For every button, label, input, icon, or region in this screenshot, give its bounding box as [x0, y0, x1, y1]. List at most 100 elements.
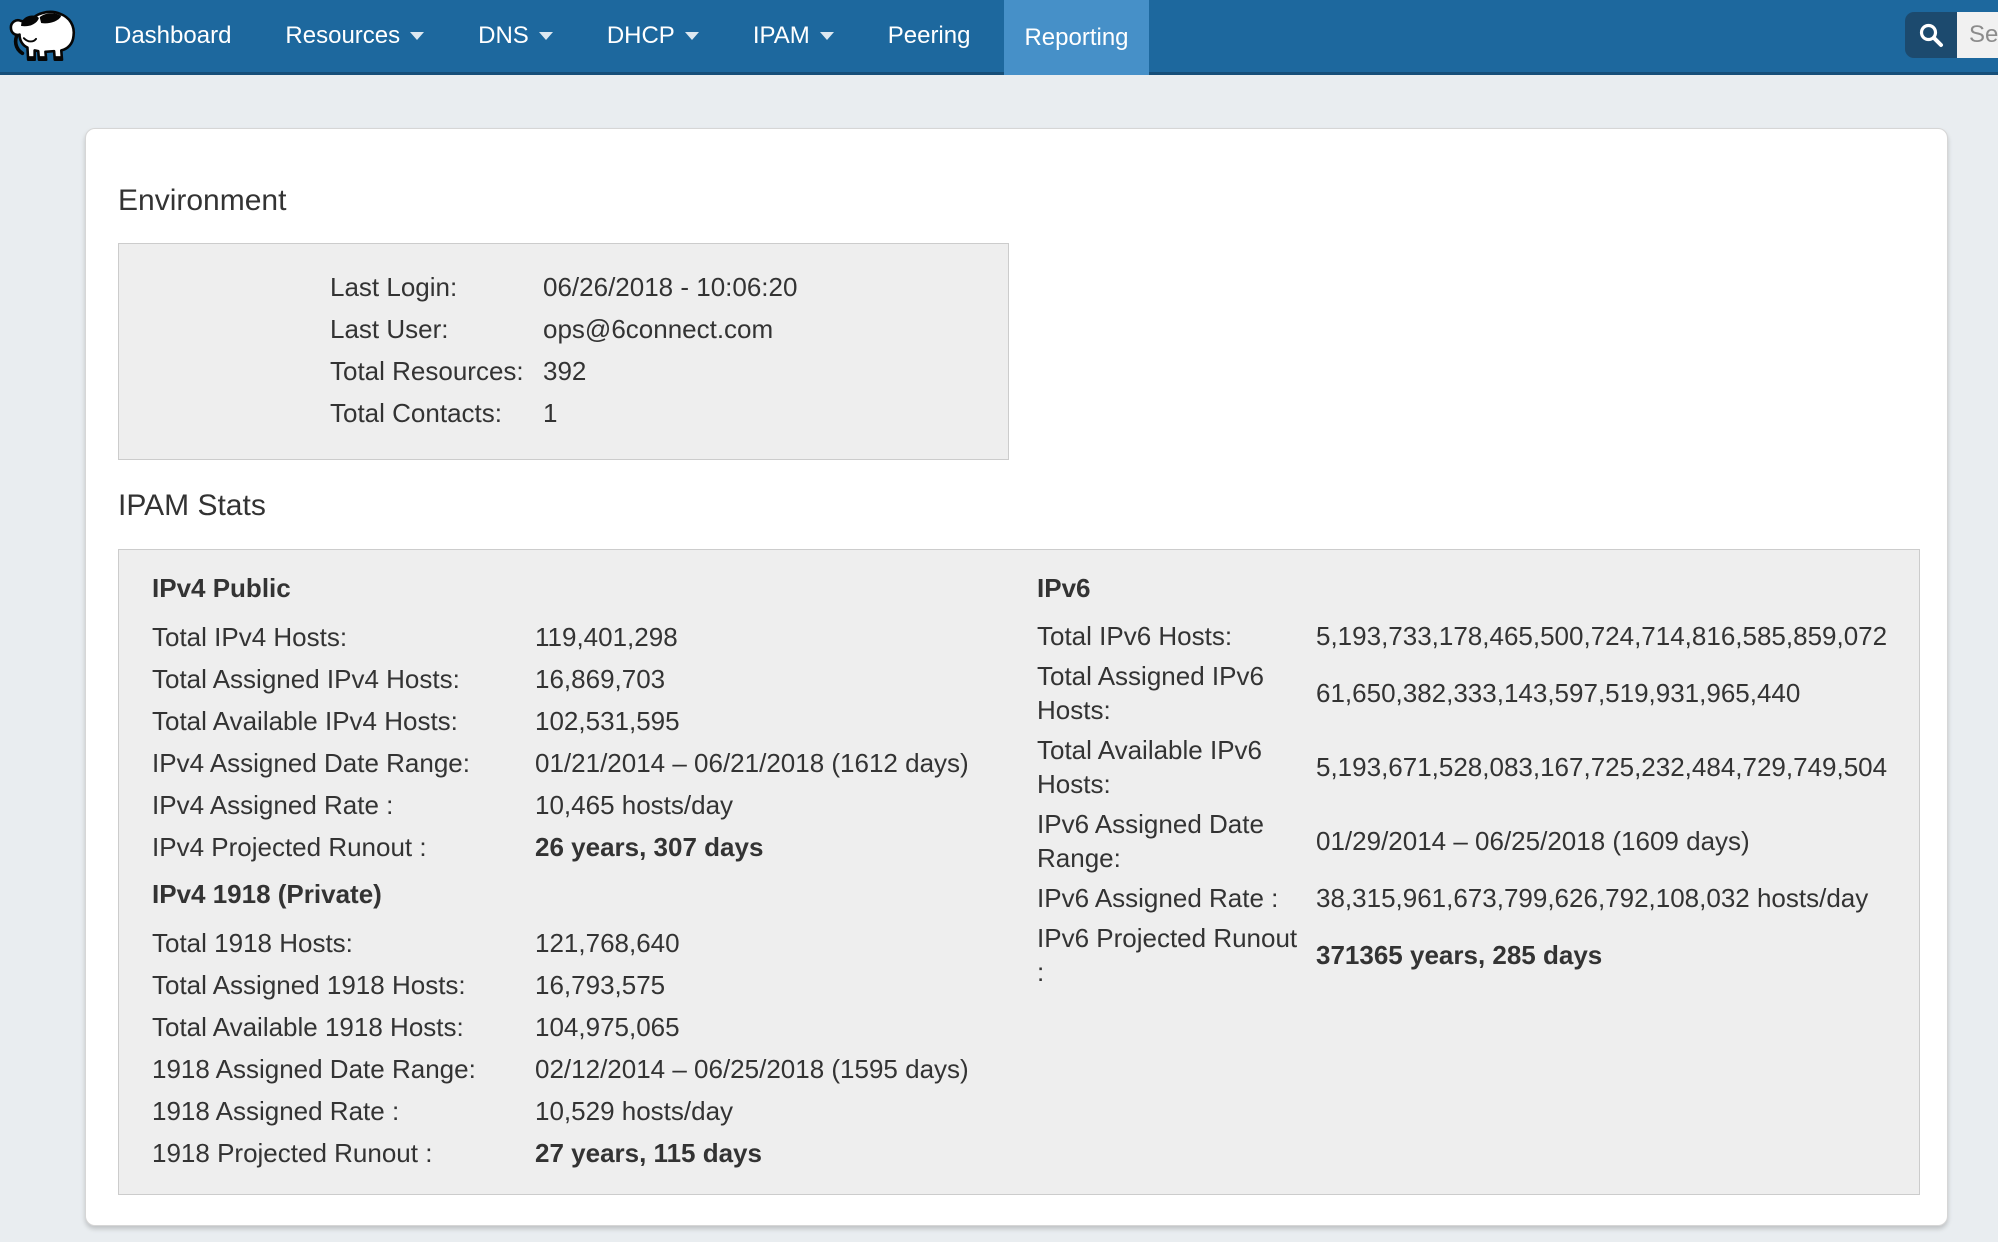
nav-item-dashboard: Dashboard [94, 0, 251, 72]
stat-value: 26 years, 307 days [535, 832, 764, 862]
stat-value: 119,401,298 [535, 622, 678, 652]
nav-label: IPAM [752, 22, 810, 49]
env-row-total-contacts: Total Contacts: 1 [330, 392, 797, 434]
ipv6-heading: IPv6 [1037, 573, 1091, 603]
stat-value: 27 years, 115 days [535, 1138, 762, 1168]
stat-row: 1918 Projected Runout : 27 years, 115 da… [152, 1132, 969, 1174]
stat-value: ops@6connect.com [543, 314, 774, 344]
magnifier-glyph [1919, 23, 1943, 47]
stat-label: Last User: [330, 314, 449, 344]
stat-value: 01/21/2014 – 06/21/2018 (1612 days) [535, 748, 969, 778]
stat-value: 102,531,595 [535, 706, 680, 736]
ipv6-table: Total IPv6 Hosts: 5,193,733,178,465,500,… [1037, 616, 1887, 992]
reporting-card: Environment Last Login: 06/26/2018 - 10:… [85, 128, 1948, 1226]
stat-row: Total Assigned IPv4 Hosts: 16,869,703 [152, 658, 969, 700]
stat-row: Total Available 1918 Hosts: 104,975,065 [152, 1006, 969, 1048]
stat-label: 1918 Assigned Date Range: [152, 1054, 476, 1084]
stat-label: Total Assigned 1918 Hosts: [152, 970, 466, 1000]
stat-row: IPv6 Assigned Rate : 38,315,961,673,799,… [1037, 878, 1887, 918]
stat-label: Total 1918 Hosts: [152, 928, 353, 958]
nav-item-reporting: Reporting [1004, 0, 1149, 75]
stat-value: 16,793,575 [535, 970, 666, 1000]
nav-item-ipam: IPAM [733, 0, 854, 72]
stat-label: Total Available 1918 Hosts: [152, 1012, 464, 1042]
ipv4-column: IPv4 Public Total IPv4 Hosts: 119,401,29… [152, 570, 1004, 1174]
stat-label: 1918 Assigned Rate : [152, 1096, 400, 1126]
stat-row: Total Assigned 1918 Hosts: 16,793,575 [152, 964, 969, 1006]
nav-label: Peering [887, 22, 971, 49]
chevron-down-icon [410, 32, 425, 40]
stat-row: Total 1918 Hosts: 121,768,640 [152, 922, 969, 964]
stat-value: 10,529 hosts/day [535, 1096, 734, 1126]
ipv4-private-heading: IPv4 1918 (Private) [152, 879, 382, 909]
reporting-page: Environment Last Login: 06/26/2018 - 10:… [0, 75, 1998, 1226]
environment-heading: Environment [118, 184, 287, 217]
env-row-last-user: Last User: ops@6connect.com [330, 308, 797, 350]
stat-value: 392 [543, 356, 587, 386]
nav-label: Resources [285, 22, 401, 49]
stat-row: Total Available IPv4 Hosts: 102,531,595 [152, 700, 969, 742]
stat-row: IPv4 Assigned Date Range: 01/21/2014 – 0… [152, 742, 969, 784]
stat-row: IPv6 Projected Runout : 371365 years, 28… [1037, 918, 1887, 992]
stat-value: 01/29/2014 – 06/25/2018 (1609 days) [1316, 826, 1750, 856]
environment-panel: Last Login: 06/26/2018 - 10:06:20 Last U… [118, 243, 1009, 460]
stat-label: IPv4 Projected Runout : [152, 832, 427, 862]
stat-label: Total Available IPv6 Hosts: [1037, 735, 1262, 799]
stat-row: Total Available IPv6 Hosts: 5,193,671,52… [1037, 730, 1887, 804]
nav-label: Reporting [1024, 23, 1129, 51]
stat-row: Total IPv4 Hosts: 119,401,298 [152, 616, 969, 658]
stat-row: 1918 Assigned Rate : 10,529 hosts/day [152, 1090, 969, 1132]
stat-row: Total IPv6 Hosts: 5,193,733,178,465,500,… [1037, 616, 1887, 656]
env-row-total-resources: Total Resources: 392 [330, 350, 797, 392]
nav-item-peering: Peering [868, 0, 991, 72]
stat-value: 104,975,065 [535, 1012, 680, 1042]
stat-value: 02/12/2014 – 06/25/2018 (1595 days) [535, 1054, 969, 1084]
top-navbar: Dashboard Resources DNS DHCP IPAM Peerin… [0, 0, 1998, 75]
stat-value: 61,650,382,333,143,597,519,931,965,440 [1316, 678, 1801, 708]
ipv4-public-table: Total IPv4 Hosts: 119,401,298 Total Assi… [152, 616, 969, 868]
nav-label: Dashboard [114, 22, 232, 49]
stat-value: 371365 years, 285 days [1316, 940, 1603, 970]
nav-label: DNS [478, 22, 529, 49]
stat-label: IPv6 Assigned Date Range: [1037, 809, 1264, 873]
stat-label: 1918 Projected Runout : [152, 1138, 433, 1168]
env-row-last-login: Last Login: 06/26/2018 - 10:06:20 [330, 266, 797, 308]
main-menu: Dashboard Resources DNS DHCP IPAM Peerin… [94, 0, 1163, 75]
stat-label: Total Assigned IPv6 Hosts: [1037, 661, 1264, 725]
search-icon[interactable] [1905, 12, 1957, 58]
stat-value: 5,193,671,528,083,167,725,232,484,729,74… [1316, 752, 1888, 782]
stat-label: IPv6 Assigned Rate : [1037, 883, 1279, 913]
stat-value: 10,465 hosts/day [535, 790, 734, 820]
stat-label: IPv4 Assigned Date Range: [152, 748, 470, 778]
chevron-down-icon [684, 32, 699, 40]
search-input[interactable] [1957, 12, 1998, 58]
ipam-stats-panel: IPv4 Public Total IPv4 Hosts: 119,401,29… [118, 549, 1920, 1195]
ipv4-public-heading: IPv4 Public [152, 573, 291, 603]
stat-label: Total IPv4 Hosts: [152, 622, 348, 652]
ipv4-private-table: Total 1918 Hosts: 121,768,640 Total Assi… [152, 922, 969, 1174]
chevron-down-icon [538, 32, 553, 40]
stat-row: IPv4 Assigned Rate : 10,465 hosts/day [152, 784, 969, 826]
stat-row: Total Assigned IPv6 Hosts: 61,650,382,33… [1037, 656, 1887, 730]
stat-value: 06/26/2018 - 10:06:20 [543, 272, 798, 302]
search-bar [1905, 12, 1998, 58]
ipv6-column: IPv6 Total IPv6 Hosts: 5,193,733,178,465… [1037, 570, 1903, 992]
stat-label: IPv4 Assigned Rate : [152, 790, 394, 820]
stat-label: Total IPv6 Hosts: [1037, 621, 1233, 651]
environment-table: Last Login: 06/26/2018 - 10:06:20 Last U… [330, 266, 797, 434]
stat-label: Last Login: [330, 272, 458, 302]
nav-item-dhcp: DHCP [587, 0, 719, 72]
stat-label: IPv6 Projected Runout : [1037, 923, 1298, 987]
ipam-stats-heading: IPAM Stats [118, 489, 266, 522]
stat-value: 1 [543, 398, 558, 428]
mammoth-logo-image [9, 10, 76, 62]
nav-item-dns: DNS [458, 0, 573, 72]
stat-row: IPv6 Assigned Date Range: 01/29/2014 – 0… [1037, 804, 1887, 878]
stat-value: 5,193,733,178,465,500,724,714,816,585,85… [1316, 621, 1888, 651]
stat-value: 38,315,961,673,799,626,792,108,032 hosts… [1316, 883, 1869, 913]
nav-item-resources: Resources [265, 0, 444, 72]
nav-label: DHCP [606, 22, 675, 49]
stat-value: 16,869,703 [535, 664, 666, 694]
stat-label: Total Resources: [330, 356, 524, 386]
stat-label: Total Contacts: [330, 398, 502, 428]
